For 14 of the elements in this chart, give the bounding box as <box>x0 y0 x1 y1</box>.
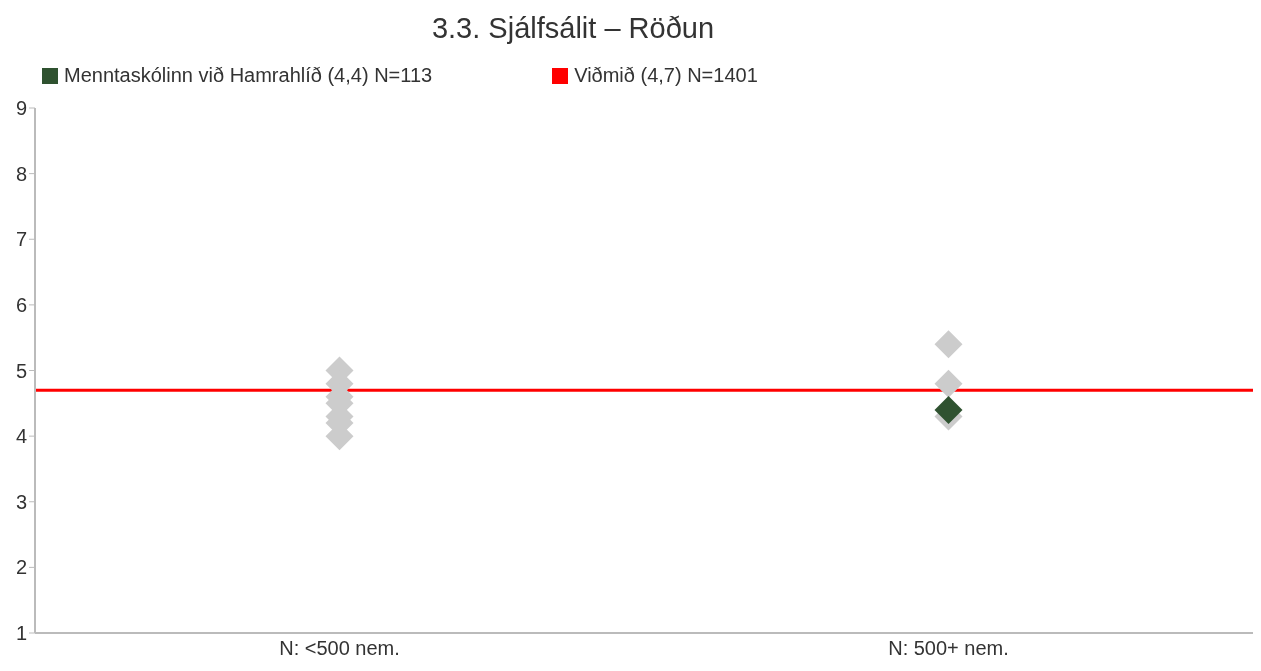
y-tick-label: 7 <box>15 228 27 251</box>
y-tick-label: 2 <box>15 556 27 579</box>
legend-label: Menntaskólinn við Hamrahlíð (4,4) N=113 <box>64 64 433 87</box>
y-tick-label: 4 <box>15 425 27 448</box>
legend-label: Viðmið (4,7) N=1401 <box>574 64 758 87</box>
y-tick-label: 5 <box>15 359 27 382</box>
y-tick-label: 9 <box>15 97 27 120</box>
y-tick-label: 8 <box>15 162 27 185</box>
y-tick-label: 3 <box>15 490 27 513</box>
chart-title: 3.3. Sjálfsálit – Röðun <box>430 12 716 45</box>
x-tick-label: N: 500+ nem. <box>888 637 1009 660</box>
y-tick-label: 1 <box>15 622 27 645</box>
y-tick-label: 6 <box>15 293 27 316</box>
x-tick-label: N: <500 nem. <box>279 637 400 660</box>
